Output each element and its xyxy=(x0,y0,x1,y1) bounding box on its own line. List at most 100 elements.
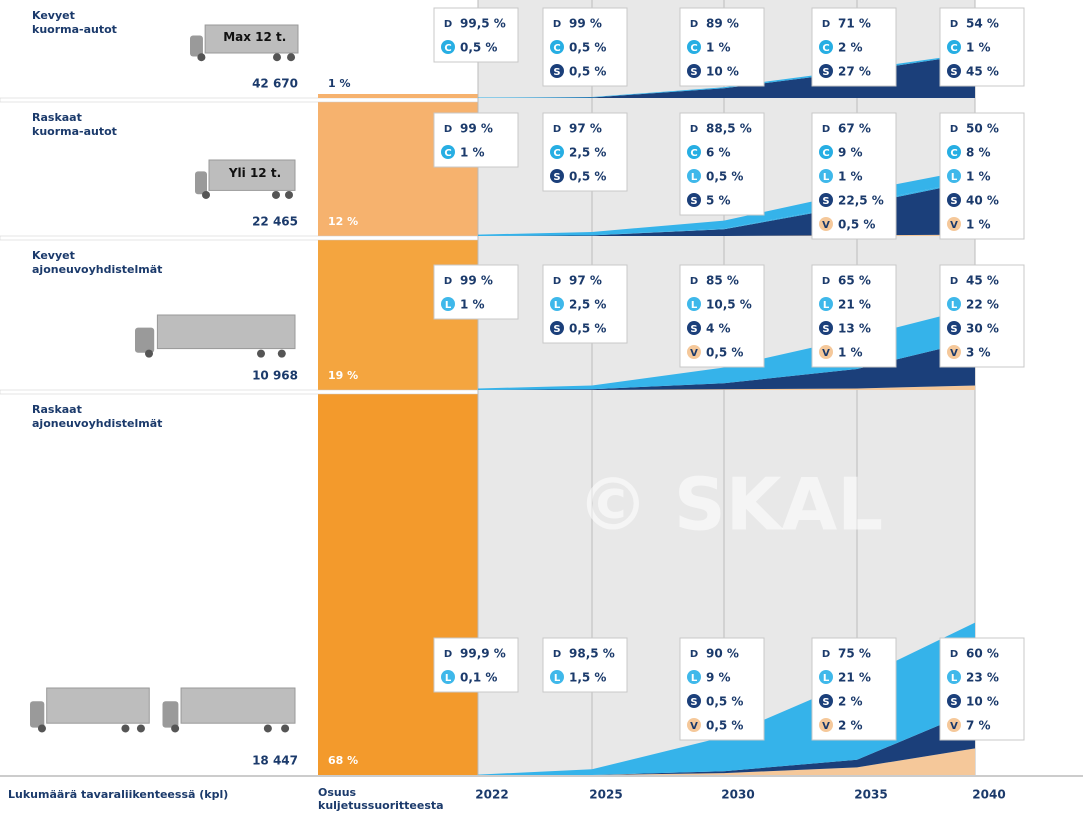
fuel-share: 3 % xyxy=(966,346,991,360)
fuel-share: 0,5 % xyxy=(569,170,606,184)
count-label: Lukumäärä tavaraliikenteessä (kpl) xyxy=(8,788,228,801)
fuel-letter: L xyxy=(951,673,958,684)
fuel-share: 40 % xyxy=(966,194,999,208)
fuel-letter: S xyxy=(553,172,560,183)
fuel-letter: S xyxy=(553,324,560,335)
fuel-icon xyxy=(819,217,833,231)
fuel-icon xyxy=(687,345,701,359)
row-separator xyxy=(0,97,479,103)
year-label: 2035 xyxy=(854,788,887,802)
fuel-letter: D xyxy=(950,276,958,287)
fuel-icon xyxy=(947,718,961,732)
fuel-share: 2 % xyxy=(838,719,863,733)
fuel-letter: D xyxy=(690,649,698,660)
fuel-letter: C xyxy=(822,43,829,54)
vehicle-count: 18 447 xyxy=(252,754,298,768)
fuel-share: 21 % xyxy=(838,671,871,685)
fuel-icon xyxy=(441,121,455,135)
fuel-share: 0,5 % xyxy=(569,65,606,79)
truck-body xyxy=(46,687,150,724)
fuel-share: 2,5 % xyxy=(569,298,606,312)
fuel-letter: S xyxy=(822,196,829,207)
fuel-icon xyxy=(687,193,701,207)
row-name: ajoneuvoyhdistelmät xyxy=(32,263,162,276)
fuel-icon xyxy=(947,694,961,708)
fuel-icon xyxy=(550,273,564,287)
fuel-share: 75 % xyxy=(838,647,871,661)
fuel-icon xyxy=(687,694,701,708)
fuel-share: 10 % xyxy=(706,65,739,79)
fuel-letter: S xyxy=(822,324,829,335)
fuel-icon xyxy=(947,16,961,30)
fuel-icon xyxy=(441,670,455,684)
fuel-letter: L xyxy=(823,673,830,684)
fuel-icon xyxy=(687,646,701,660)
fuel-letter: C xyxy=(950,43,957,54)
truck-cab xyxy=(135,327,155,353)
fuel-icon xyxy=(947,297,961,311)
fuel-share: 13 % xyxy=(838,322,871,336)
fuel-icon xyxy=(947,193,961,207)
fuel-share: 0,5 % xyxy=(706,719,743,733)
fuel-letter: S xyxy=(950,324,957,335)
fuel-share: 97 % xyxy=(569,274,602,288)
fuel-letter: D xyxy=(822,124,830,135)
transport-share: 19 % xyxy=(328,369,358,382)
fuel-letter: D xyxy=(950,19,958,30)
fuel-share: 0,5 % xyxy=(460,41,497,55)
fuel-icon xyxy=(947,145,961,159)
fuel-letter: D xyxy=(444,649,452,660)
fuel-letter: L xyxy=(445,300,452,311)
fuel-share: 7 % xyxy=(966,719,991,733)
truck-body xyxy=(156,314,296,350)
fuel-letter: L xyxy=(554,673,561,684)
fuel-share: 9 % xyxy=(706,671,731,685)
row-name: Kevyet xyxy=(32,9,75,22)
fuel-share: 88,5 % xyxy=(706,122,752,136)
fuel-letter: L xyxy=(691,673,698,684)
year-label: 2030 xyxy=(721,788,754,802)
fuel-letter: S xyxy=(690,196,697,207)
fuel-area xyxy=(478,340,975,390)
fuel-share: 1 % xyxy=(460,298,485,312)
fuel-share: 1 % xyxy=(838,346,863,360)
fuel-icon xyxy=(947,345,961,359)
truck-body xyxy=(208,159,296,191)
fuel-letter: S xyxy=(690,697,697,708)
fuel-icon xyxy=(819,646,833,660)
fuel-icon xyxy=(550,40,564,54)
fuel-share: 0,5 % xyxy=(706,346,743,360)
fuel-share: 30 % xyxy=(966,322,999,336)
fuel-share: 99 % xyxy=(460,274,493,288)
fuel-letter: S xyxy=(553,67,560,78)
fuel-letter: L xyxy=(691,172,698,183)
truck-wheel xyxy=(121,724,130,733)
row-name: Raskaat xyxy=(32,111,82,124)
truck-cab xyxy=(190,35,203,57)
year-label: 2022 xyxy=(475,788,508,802)
fuel-letter: L xyxy=(951,172,958,183)
fuel-share: 10,5 % xyxy=(706,298,752,312)
fuel-letter: D xyxy=(950,124,958,135)
fuel-share: 22,5 % xyxy=(838,194,884,208)
fuel-icon xyxy=(819,297,833,311)
truck-cab xyxy=(162,701,179,728)
truck-wheel xyxy=(277,349,286,358)
fuel-icon xyxy=(687,40,701,54)
fuel-letter: S xyxy=(690,324,697,335)
fuel-letter: L xyxy=(445,673,452,684)
fuel-area xyxy=(478,385,975,390)
truck-wheel xyxy=(136,724,145,733)
fuel-share: 9 % xyxy=(838,146,863,160)
fuel-share: 8 % xyxy=(966,146,991,160)
fuel-share: 1 % xyxy=(966,170,991,184)
fuel-letter: C xyxy=(553,148,560,159)
fuel-letter: S xyxy=(690,67,697,78)
fuel-letter: S xyxy=(822,67,829,78)
fuel-icon xyxy=(687,297,701,311)
fuel-letter: L xyxy=(691,300,698,311)
fuel-share: 89 % xyxy=(706,17,739,31)
transport-share: 1 % xyxy=(328,77,351,90)
fuel-icon xyxy=(819,64,833,78)
truck-wheel xyxy=(272,190,280,199)
